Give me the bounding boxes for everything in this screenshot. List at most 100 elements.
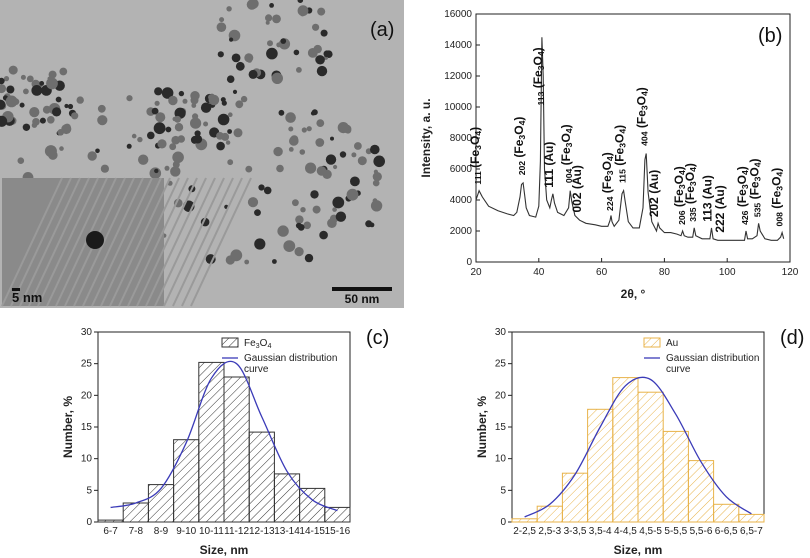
text-span: ) [770,168,784,172]
nanoparticle [216,141,225,151]
text-span: 4 [618,129,628,134]
nanoparticle [226,6,232,12]
nanoparticle [97,104,106,113]
text-span: 202 [517,161,527,176]
nanoparticle [200,102,212,113]
x-axis-title: Size, nm [614,543,663,557]
nanoparticle [285,112,296,123]
nanoparticle [194,130,201,137]
nanoparticle [190,117,202,129]
text-span: 113 [701,202,715,222]
x-tick-label: 5-5,5 [664,526,687,537]
nanoparticle [373,155,386,168]
y-axis-title: Number, % [475,396,489,458]
text-span: 3 [605,170,615,175]
text-span: 115 [618,169,628,183]
legend-label-bars: Fe3O4 [244,338,271,350]
x-tick-label: 2,5-3 [538,526,561,537]
nanoparticle [305,162,317,174]
histogram-bar [662,430,689,523]
nanoparticle [138,154,149,165]
nanoparticle [248,69,258,79]
peak-label: 535 (Fe3O4) [748,158,763,217]
histogram-bar [713,503,740,523]
gaussian-fit-curve [524,376,752,518]
text-span: ) [672,166,686,170]
nanoparticle [292,199,299,207]
text-span: ) [512,117,526,121]
text-span: O [672,175,686,184]
nanoparticle [339,151,347,158]
xrd-chart-panel: 0 2000 4000 6000 8000 10000 12000 14000 16000 20 4… [414,0,810,310]
text-span: Au [666,338,678,349]
nanoparticle [267,40,273,47]
nanoparticle [244,259,250,265]
histogram-bar [324,506,351,523]
nanoparticle [307,48,318,58]
nanoparticle [154,100,160,106]
text-span: 3 [640,105,650,110]
histogram-bar [223,376,250,523]
nanoparticle [299,149,306,155]
text-span: (Fe [770,190,784,212]
x-tick-label: 10-11 [199,526,224,537]
histogram-bar [147,484,175,523]
x-axis-title: Size, nm [200,543,249,557]
text-span: (Fe [531,70,545,92]
text-span: O [635,96,649,105]
nanoparticle [0,84,6,94]
nanoparticle [277,225,289,237]
text-span: O [531,56,545,65]
text-span: 206 [677,210,687,225]
y-tick-label: 30 [495,327,507,338]
histogram-bar [738,513,765,523]
text-span: 4 [605,156,615,161]
lattice-fringe [1,177,63,307]
nanoparticle [226,75,235,83]
peak-label: 202 (Au) [647,170,661,217]
text-span: (Fe [735,189,749,211]
nanoparticle [48,70,57,79]
y-tick-label: 0 [466,257,472,268]
nanoparticle [193,134,203,144]
text-span: 202 [647,197,661,217]
text-span: (Au) [713,185,727,212]
text-span: O [260,338,268,349]
text-span: 3 [753,176,763,181]
text-span: 404 [640,131,650,146]
text-span: 111 [473,171,483,185]
text-span: ) [559,124,573,128]
main-scale-bar [332,287,392,291]
nanoparticle [178,90,185,97]
nanoparticle [97,115,108,126]
nanoparticle [19,102,25,108]
nanoparticle [151,107,159,115]
nanoparticle [248,0,259,9]
text-span: 113 [536,91,546,105]
text-span: 4 [640,91,650,96]
y-tick-label: 15 [81,422,93,433]
x-tick-label: 120 [782,267,799,278]
text-span: 4 [564,128,574,133]
nanoparticle [6,85,15,94]
tem-image-panel: 5 nm 50 nm (a) [0,0,404,308]
nanoparticle [217,51,224,58]
lattice-fringe [46,177,108,307]
lattice-fringe [91,177,153,307]
nanoparticle [354,142,362,150]
text-span: 426 [740,210,750,225]
text-span: ) [735,166,749,170]
nanoparticle [216,132,224,140]
nanoparticle [64,103,69,109]
lattice-fringe [109,177,171,307]
nanoparticle [273,146,283,157]
nanoparticle [372,179,380,187]
nanoparticle [325,154,337,165]
text-span: 3 [564,142,574,147]
x-tick-label: 12-13 [249,526,275,537]
inset-scale-label: 5 nm [12,290,42,305]
nanoparticle [297,224,305,231]
lattice-fringe [73,177,135,307]
text-span: O [600,161,614,170]
nanoparticle [161,87,174,99]
